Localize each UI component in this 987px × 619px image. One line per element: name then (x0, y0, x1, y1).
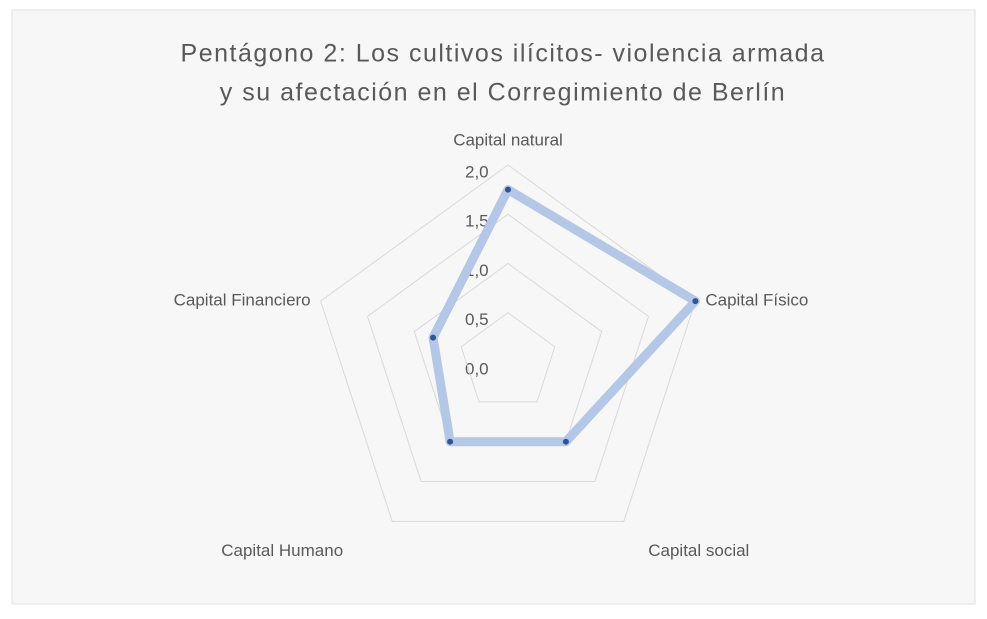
series-line (428, 185, 700, 447)
marker (447, 438, 454, 445)
y-tick-label: 0,5 (465, 310, 489, 329)
chart-area (11, 9, 976, 605)
category-label: Capital Humano (221, 541, 343, 560)
marker (505, 186, 511, 193)
category-label: Capital Físico (705, 291, 808, 310)
y-tick-label: 2,0 (465, 162, 489, 181)
category-label: Capital Financiero (174, 291, 311, 310)
grid-line (460, 312, 556, 403)
marker (692, 298, 699, 305)
chart-title: y su afectación en el Corregimiento de B… (220, 79, 786, 107)
grid-line (366, 213, 650, 483)
category-label: Capital social (648, 541, 749, 560)
marker (430, 334, 437, 341)
marker (562, 438, 569, 445)
category-label: Capital natural (453, 130, 563, 149)
y-tick-label: 1,5 (465, 212, 489, 231)
y-tick-label: 0,0 (465, 359, 489, 378)
chart-title: Pentágono 2: Los cultivos ilícitos- viol… (181, 40, 826, 68)
